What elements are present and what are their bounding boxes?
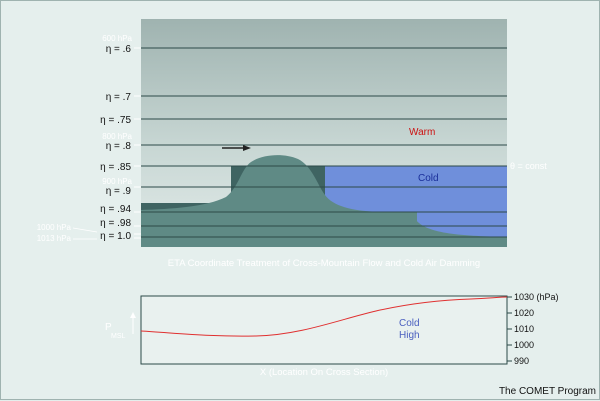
bottom-panel-caption: X (Location On Cross Section) (260, 367, 388, 378)
pressure-label-600: 600 hPa (102, 34, 132, 43)
pressure-label-1013: 1013 hPa (37, 234, 72, 243)
eta-label-0.75: η = .75 (100, 115, 131, 126)
cold-high-label-high: High (399, 330, 420, 341)
terrain-base-mid (325, 212, 417, 247)
pmsl-label-sub: MSL (111, 333, 126, 340)
tick-label-1020: 1020 (514, 308, 534, 318)
cold-region-label: Cold (418, 173, 439, 184)
pressure-leader-lines (72, 227, 98, 240)
bottom-right-tick-labels: 1030 (hPa) 1020 1010 1000 990 (514, 292, 559, 366)
cold-high-label-cold: Cold (399, 318, 420, 329)
comet-credit: The COMET Program (499, 386, 596, 397)
pressure-label-1000: 1000 hPa (37, 223, 72, 232)
eta-label-0.7: η = .7 (106, 92, 132, 103)
pressure-labels: 600 hPa 800 hPa 900 hPa 1000 hPa 1013 hP… (37, 34, 133, 243)
top-panel-caption: ETA Coordinate Treatment of Cross-Mounta… (168, 258, 480, 269)
tick-label-1000: 1000 (514, 340, 534, 350)
bottom-panel-frame (140, 295, 508, 365)
eta-label-0.85: η = .85 (100, 162, 131, 173)
tick-label-1010: 1010 (514, 324, 534, 334)
cold-air-region-upper (325, 166, 507, 212)
eta-labels: η = .6 η = .7 η = .75 η = .8 η = .85 η =… (100, 44, 131, 242)
eta-level-lines (141, 47, 507, 238)
pmsl-axis-label: P MSL (105, 312, 136, 340)
eta-label-1.0: η = 1.0 (100, 231, 131, 242)
pressure-label-900: 900 hPa (102, 177, 132, 186)
pmsl-label-p: P (105, 322, 112, 333)
eta-label-0.6: η = .6 (106, 44, 132, 55)
theta-const-label: θ = const (510, 161, 547, 171)
eta-label-0.94: η = .94 (100, 204, 131, 215)
flow-arrow (222, 145, 251, 151)
warm-label: Warm (409, 127, 435, 138)
bottom-right-ticks (507, 296, 512, 362)
eta-label-0.9: η = .9 (106, 186, 132, 197)
eta-label-0.8: η = .8 (106, 141, 132, 152)
terrain-base-right (417, 237, 507, 247)
pressure-label-800: 800 hPa (102, 132, 132, 141)
tick-label-990: 990 (514, 356, 529, 366)
tick-label-1030: 1030 (hPa) (514, 292, 559, 302)
left-tick-marks (134, 47, 141, 239)
eta-label-0.98: η = .98 (100, 218, 131, 229)
surface-pressure-line (140, 296, 508, 337)
